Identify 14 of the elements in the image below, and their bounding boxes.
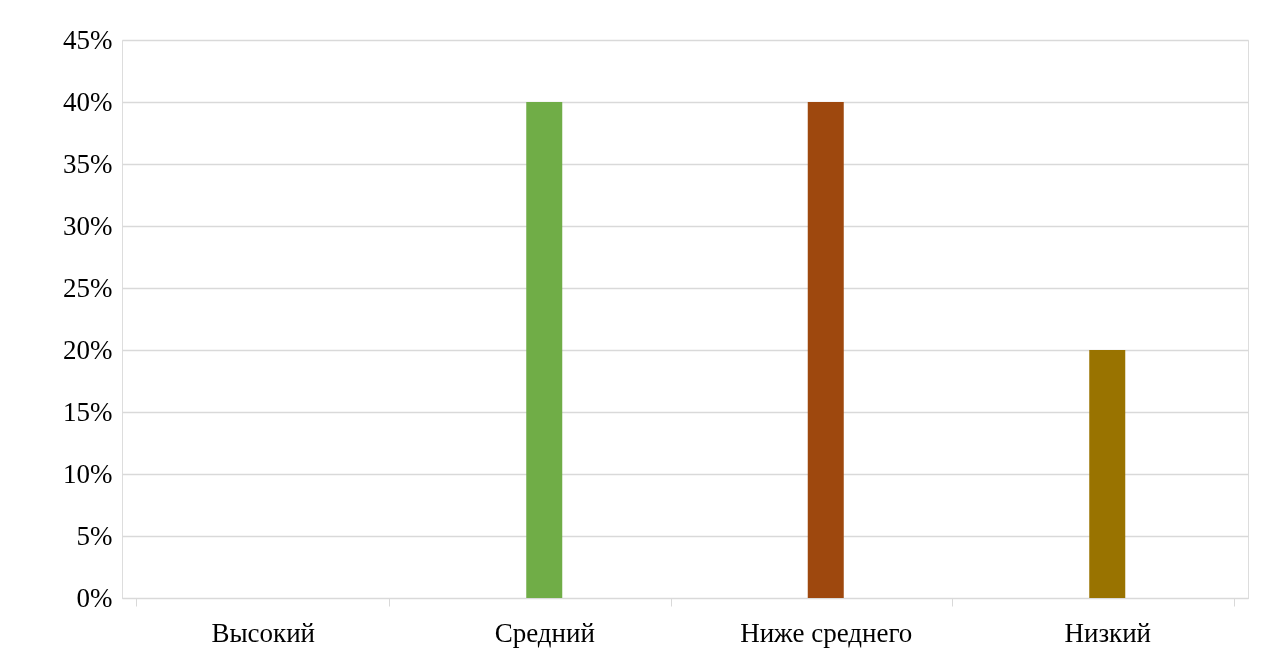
y-tick-label: 5% — [76, 520, 113, 551]
x-tick-label: Высокий — [211, 617, 316, 648]
y-tick-label: 40% — [63, 86, 113, 117]
y-tick-label: 0% — [76, 582, 113, 613]
y-tick-label: 25% — [63, 272, 113, 303]
y-tick-label: 35% — [63, 148, 113, 179]
y-tick-label: 45% — [63, 24, 113, 55]
x-tick-label: Ниже среднего — [740, 617, 913, 648]
x-tick-label: Низкий — [1064, 617, 1152, 648]
y-tick-label: 30% — [63, 210, 113, 241]
y-tick-label: 15% — [63, 396, 113, 427]
y-tick-label: 20% — [63, 334, 113, 365]
y-tick-label: 10% — [63, 458, 113, 489]
x-tick-label: Средний — [494, 617, 595, 648]
